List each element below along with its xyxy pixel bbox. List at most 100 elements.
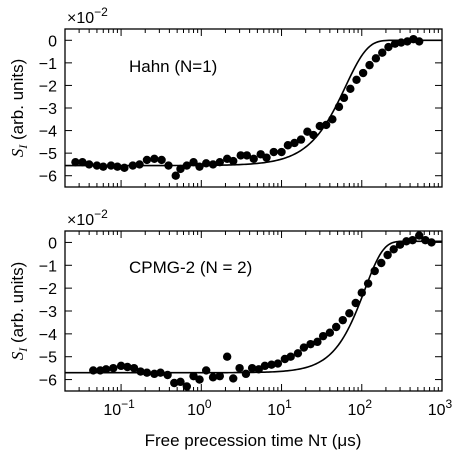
data-point xyxy=(358,68,368,78)
y-tick-label: −4 xyxy=(39,124,57,141)
data-point xyxy=(273,359,283,368)
panel-cpmg2: 0 −1 −2 −3 −4 −5 −6 10−1 100 101 102 103 CPMG-2 (N… xyxy=(8,207,453,419)
data-point xyxy=(296,135,306,144)
data-point xyxy=(338,315,347,325)
panel-label: CPMG-2 (N = 2) xyxy=(129,258,252,277)
tick-marks xyxy=(64,231,443,391)
data-point xyxy=(78,157,87,167)
data-point xyxy=(89,366,98,375)
data-point xyxy=(176,377,185,387)
tick-marks xyxy=(64,29,443,187)
y-tick-label: −4 xyxy=(39,327,57,344)
y-multiplier: ×10−2 xyxy=(67,5,108,27)
data-point xyxy=(182,382,192,391)
data-point xyxy=(109,363,118,373)
x-tick-label: 103 xyxy=(428,397,453,419)
data-point xyxy=(142,155,152,165)
data-point xyxy=(142,368,152,377)
data-point xyxy=(293,349,303,358)
data-point xyxy=(402,237,411,246)
data-point xyxy=(331,322,341,332)
data-point xyxy=(384,42,393,52)
data-point xyxy=(235,363,244,373)
data-point xyxy=(176,164,185,174)
data-point xyxy=(229,374,238,383)
data-point xyxy=(215,157,224,167)
data-point xyxy=(254,365,263,374)
data-point xyxy=(222,352,232,361)
data-point xyxy=(351,298,360,308)
data-point xyxy=(328,115,337,124)
y-multiplier: ×10−2 xyxy=(67,207,108,229)
x-tick-label: 102 xyxy=(348,397,373,419)
y-tick-label: −1 xyxy=(39,258,57,275)
data-point xyxy=(135,160,144,169)
data-point xyxy=(195,375,204,384)
x-tick-labels: 10−1 100 101 102 103 xyxy=(103,397,452,419)
data-point xyxy=(309,130,318,140)
y-tick-label: −2 xyxy=(39,281,57,298)
data-point xyxy=(156,368,165,377)
data-point xyxy=(415,37,424,46)
data-point xyxy=(313,337,322,347)
y-tick-label: −5 xyxy=(39,350,57,367)
data-point xyxy=(378,48,387,57)
data-point xyxy=(150,154,159,163)
data-point xyxy=(164,161,173,170)
data-point xyxy=(170,378,179,388)
data-point xyxy=(201,159,211,168)
data-point xyxy=(157,155,166,165)
data-point xyxy=(99,162,108,171)
data-point xyxy=(286,352,295,361)
data-point xyxy=(283,141,293,150)
x-axis-label: Free precession time Nτ (μs) xyxy=(145,431,362,450)
data-point xyxy=(321,120,331,130)
data-point xyxy=(116,361,126,371)
data-point xyxy=(92,161,102,170)
data-point xyxy=(241,369,251,379)
fit-curve xyxy=(65,240,442,374)
data-point xyxy=(208,160,218,169)
y-tick-label: −3 xyxy=(39,304,57,321)
y-tick-label: 0 xyxy=(48,235,57,252)
data-point xyxy=(182,161,192,170)
data-point xyxy=(365,60,374,70)
data-point xyxy=(129,363,139,373)
data-point xyxy=(277,147,286,157)
data-point xyxy=(136,367,145,376)
y-tick-labels: 0 −1 −2 −3 −4 −5 −6 xyxy=(39,235,57,389)
data-point xyxy=(215,371,224,381)
data-point xyxy=(201,366,211,375)
data-point xyxy=(306,339,315,349)
y-tick-labels: 0 −1 −2 −3 −4 −5 −6 xyxy=(39,33,57,185)
data-point xyxy=(120,163,129,173)
data-point xyxy=(315,121,325,131)
data-points xyxy=(71,34,424,180)
data-point xyxy=(123,362,132,372)
data-point xyxy=(334,102,344,112)
data-point xyxy=(84,160,94,169)
data-point xyxy=(106,161,116,170)
data-point xyxy=(208,373,218,382)
data-point xyxy=(345,309,354,318)
data-point xyxy=(229,156,238,166)
data-point xyxy=(128,161,138,170)
data-point xyxy=(299,343,309,352)
y-tick-label: −6 xyxy=(39,169,57,186)
data-point xyxy=(377,258,386,268)
y-axis-label: SI (arb. units) xyxy=(8,59,30,157)
data-point xyxy=(189,157,198,167)
data-point xyxy=(260,361,270,371)
data-point xyxy=(389,245,398,254)
data-point xyxy=(383,250,392,260)
data-point xyxy=(371,54,381,63)
data-point xyxy=(415,231,424,240)
panel-hahn: 0 −1 −2 −3 −4 −5 −6 Hahn (N=1) ×10−2 SI (arb. … xyxy=(8,5,443,188)
x-tick-label: 100 xyxy=(187,397,212,419)
x-tick-label: 101 xyxy=(267,397,292,419)
data-point xyxy=(101,365,111,374)
x-tick-label: 10−1 xyxy=(103,397,135,419)
data-point xyxy=(249,154,258,163)
data-point xyxy=(370,266,379,276)
y-tick-label: −2 xyxy=(39,78,57,95)
